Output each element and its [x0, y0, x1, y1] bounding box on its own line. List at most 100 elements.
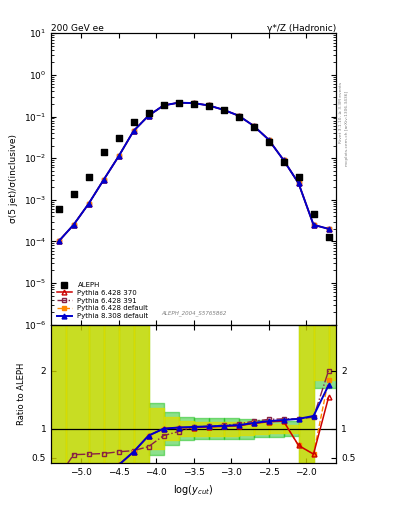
Pythia 8.308 default — [236, 113, 241, 119]
Line: Pythia 8.308 default: Pythia 8.308 default — [56, 100, 331, 244]
Pythia 8.308 default — [296, 180, 301, 186]
Pythia 8.308 default — [281, 157, 286, 163]
Pythia 6.428 370 — [101, 177, 106, 183]
Line: Pythia 6.428 370: Pythia 6.428 370 — [56, 100, 331, 244]
Pythia 6.428 391 — [191, 100, 196, 106]
Pythia 6.428 370 — [161, 102, 166, 109]
Pythia 6.428 391 — [236, 113, 241, 119]
Pythia 6.428 391 — [296, 180, 301, 186]
Pythia 6.428 391 — [251, 123, 256, 129]
Pythia 8.308 default — [56, 238, 61, 244]
Text: ALEPH_2004_S5765862: ALEPH_2004_S5765862 — [161, 310, 226, 316]
Pythia 8.308 default — [176, 100, 181, 106]
ALEPH — [296, 173, 302, 181]
Pythia 6.428 default — [191, 100, 196, 106]
Pythia 6.428 370 — [131, 128, 136, 134]
Pythia 6.428 default — [281, 157, 286, 163]
Pythia 6.428 370 — [236, 113, 241, 119]
Pythia 8.308 default — [101, 177, 106, 183]
Pythia 8.308 default — [221, 106, 226, 113]
Pythia 8.308 default — [251, 123, 256, 129]
Pythia 8.308 default — [206, 102, 211, 109]
Pythia 6.428 391 — [176, 100, 181, 106]
ALEPH — [116, 134, 122, 142]
ALEPH — [70, 189, 77, 198]
Pythia 6.428 391 — [131, 128, 136, 134]
Legend: ALEPH, Pythia 6.428 370, Pythia 6.428 391, Pythia 6.428 default, Pythia 8.308 de: ALEPH, Pythia 6.428 370, Pythia 6.428 39… — [55, 280, 151, 321]
ALEPH — [55, 205, 62, 213]
X-axis label: $\log(y_{cut})$: $\log(y_{cut})$ — [173, 483, 214, 497]
ALEPH — [265, 138, 272, 146]
Pythia 6.428 391 — [101, 177, 106, 183]
Pythia 6.428 default — [266, 137, 271, 143]
Pythia 6.428 370 — [281, 157, 286, 163]
ALEPH — [130, 118, 137, 126]
Pythia 6.428 default — [131, 128, 136, 134]
Pythia 6.428 370 — [266, 137, 271, 143]
Line: Pythia 6.428 391: Pythia 6.428 391 — [56, 100, 331, 244]
Text: Rivet 3.1.10, ≥ 3.3M events: Rivet 3.1.10, ≥ 3.3M events — [339, 82, 343, 143]
Pythia 6.428 370 — [311, 222, 316, 228]
Text: mcplots.cern.ch [arXiv:1306.3436]: mcplots.cern.ch [arXiv:1306.3436] — [345, 91, 349, 165]
Pythia 8.308 default — [191, 100, 196, 106]
Pythia 6.428 default — [311, 222, 316, 228]
Pythia 6.428 370 — [296, 180, 301, 186]
Pythia 6.428 default — [251, 123, 256, 129]
Pythia 6.428 default — [206, 102, 211, 109]
Pythia 6.428 370 — [326, 226, 331, 232]
Pythia 6.428 default — [86, 201, 91, 207]
ALEPH — [250, 123, 257, 132]
Pythia 8.308 default — [326, 226, 331, 232]
Pythia 6.428 391 — [86, 201, 91, 207]
Pythia 8.308 default — [116, 154, 121, 160]
Line: Pythia 6.428 default: Pythia 6.428 default — [56, 100, 331, 244]
Pythia 6.428 default — [221, 106, 226, 113]
Pythia 6.428 default — [296, 180, 301, 186]
Pythia 6.428 370 — [146, 113, 151, 119]
Pythia 6.428 370 — [221, 106, 226, 113]
Pythia 6.428 391 — [326, 226, 331, 232]
Pythia 6.428 391 — [116, 154, 121, 160]
Pythia 6.428 default — [161, 102, 166, 109]
Pythia 6.428 391 — [311, 222, 316, 228]
Pythia 6.428 391 — [221, 106, 226, 113]
ALEPH — [101, 148, 107, 156]
Pythia 6.428 391 — [71, 222, 76, 228]
Pythia 6.428 370 — [116, 154, 121, 160]
Pythia 6.428 default — [236, 113, 241, 119]
Text: 200 GeV ee: 200 GeV ee — [51, 24, 104, 32]
Pythia 6.428 370 — [71, 222, 76, 228]
Pythia 6.428 391 — [161, 102, 166, 109]
Pythia 6.428 default — [101, 177, 106, 183]
Pythia 6.428 370 — [251, 123, 256, 129]
Pythia 6.428 default — [116, 154, 121, 160]
Pythia 6.428 default — [146, 113, 151, 119]
Pythia 6.428 default — [176, 100, 181, 106]
Pythia 6.428 391 — [146, 113, 151, 119]
ALEPH — [310, 210, 317, 218]
Pythia 6.428 370 — [191, 100, 196, 106]
Pythia 6.428 370 — [206, 102, 211, 109]
Pythia 6.428 default — [71, 222, 76, 228]
ALEPH — [280, 158, 286, 166]
ALEPH — [85, 173, 92, 181]
Pythia 8.308 default — [266, 137, 271, 143]
Pythia 6.428 370 — [56, 238, 61, 244]
Pythia 8.308 default — [71, 222, 76, 228]
ALEPH — [206, 102, 212, 110]
Pythia 6.428 default — [56, 238, 61, 244]
Pythia 8.308 default — [146, 113, 151, 119]
Pythia 6.428 370 — [86, 201, 91, 207]
ALEPH — [190, 99, 196, 108]
Pythia 6.428 391 — [281, 157, 286, 163]
Pythia 8.308 default — [86, 201, 91, 207]
Pythia 6.428 391 — [266, 137, 271, 143]
Pythia 6.428 370 — [176, 100, 181, 106]
Pythia 8.308 default — [161, 102, 166, 109]
ALEPH — [145, 109, 152, 117]
ALEPH — [220, 106, 227, 115]
Y-axis label: Ratio to ALEPH: Ratio to ALEPH — [17, 363, 26, 425]
Pythia 8.308 default — [131, 128, 136, 134]
ALEPH — [325, 232, 332, 241]
Text: γ*/Z (Hadronic): γ*/Z (Hadronic) — [267, 24, 336, 32]
